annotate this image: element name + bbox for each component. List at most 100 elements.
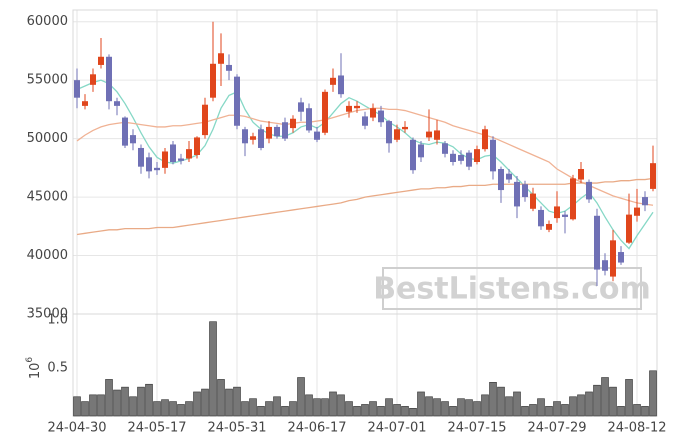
candle-body — [346, 105, 352, 112]
candle-body — [282, 122, 288, 139]
candle-body — [402, 126, 408, 130]
volume-bar — [297, 377, 305, 417]
candle-body — [370, 108, 376, 118]
volume-bar — [649, 370, 657, 417]
x-tick-label: 24-08-12 — [607, 421, 666, 436]
candle-body — [514, 181, 520, 207]
volume-bar — [105, 379, 113, 417]
volume-bar — [257, 406, 265, 417]
candle-body — [562, 214, 568, 217]
volume-bar — [561, 404, 569, 417]
x-tick-label: 24-06-17 — [287, 421, 346, 436]
candle-body — [258, 129, 264, 148]
exponent-base: 10 — [28, 363, 43, 380]
volume-bar — [265, 401, 273, 417]
volume-bar — [193, 391, 201, 417]
volume-bar — [225, 388, 233, 417]
candle-body — [354, 105, 360, 109]
candle-body — [450, 153, 456, 162]
volume-bar — [129, 396, 137, 417]
candle-body — [210, 63, 216, 98]
y-tick-label: 45000 — [27, 190, 68, 205]
candle-body — [114, 101, 120, 106]
candle-body — [130, 135, 136, 144]
volume-bar — [121, 386, 129, 417]
candle-body — [266, 126, 272, 139]
candle-body — [298, 102, 304, 112]
candle-body — [594, 215, 600, 270]
candle-body — [458, 154, 464, 161]
volume-bar — [441, 401, 449, 417]
watermark-frame — [382, 267, 642, 310]
candle-body — [162, 151, 168, 168]
candle-body — [578, 169, 584, 180]
candle-body — [386, 121, 392, 144]
volume-bar — [73, 396, 81, 417]
volume-bar — [401, 406, 409, 417]
volume-bar — [473, 401, 481, 417]
volume-bar — [97, 394, 105, 417]
volume-bar — [321, 398, 329, 417]
volume-bar — [641, 406, 649, 417]
candle-body — [250, 136, 256, 140]
volume-bar — [361, 404, 369, 417]
candle-body — [242, 129, 248, 144]
volume-bar — [369, 401, 377, 417]
volume-bar — [305, 394, 313, 417]
x-tick-label: 24-07-15 — [447, 421, 506, 436]
candle-body — [98, 56, 104, 65]
candle-body — [322, 91, 328, 133]
candle-body — [362, 116, 368, 126]
volume-bar — [241, 401, 249, 417]
candle-body — [602, 260, 608, 271]
x-tick-label: 24-05-17 — [127, 421, 186, 436]
volume-bar — [409, 408, 417, 417]
volume-bar — [569, 396, 577, 417]
volume-bar — [337, 394, 345, 417]
volume-bar — [585, 391, 593, 417]
candle-body — [634, 207, 640, 216]
volume-bar — [513, 391, 521, 417]
candle-body — [330, 77, 336, 85]
volume-bar — [633, 404, 641, 417]
candle-body — [586, 181, 592, 200]
volume-bar — [593, 384, 601, 417]
x-tick-label: 24-05-31 — [207, 421, 266, 436]
candle-body — [194, 137, 200, 155]
candle-body — [226, 64, 232, 71]
candle-body — [642, 197, 648, 206]
y-tick-label: 50000 — [27, 131, 68, 146]
volume-bar — [281, 406, 289, 417]
candle-body — [626, 214, 632, 243]
volume-bar — [353, 406, 361, 417]
candle-body — [498, 169, 504, 191]
volume-bar — [161, 399, 169, 417]
volume-bar — [81, 401, 89, 417]
volume-bar — [505, 396, 513, 417]
volume-bar — [209, 321, 217, 417]
volume-bar — [617, 406, 625, 417]
volume-bar — [201, 388, 209, 417]
volume-bar — [233, 386, 241, 417]
candle-body — [314, 131, 320, 140]
candle-body — [218, 53, 224, 64]
candle-body — [538, 209, 544, 227]
volume-bar — [249, 398, 257, 417]
candle-body — [474, 149, 480, 162]
candle-body — [170, 144, 176, 162]
candle-body — [90, 74, 96, 85]
y-tick-label: 40000 — [27, 248, 68, 263]
volume-bar — [537, 398, 545, 417]
x-tick-label: 24-04-30 — [47, 421, 106, 436]
volume-bar — [425, 396, 433, 417]
volume-bar — [417, 391, 425, 417]
volume-bar — [185, 401, 193, 417]
candle-body — [234, 76, 240, 126]
volume-exponent: 106 — [25, 357, 43, 380]
y-tick-label: 35000 — [27, 307, 68, 322]
candle-body — [490, 139, 496, 172]
candle-body — [418, 144, 424, 158]
volume-bar — [609, 386, 617, 417]
y-tick-label: 55000 — [27, 73, 68, 88]
